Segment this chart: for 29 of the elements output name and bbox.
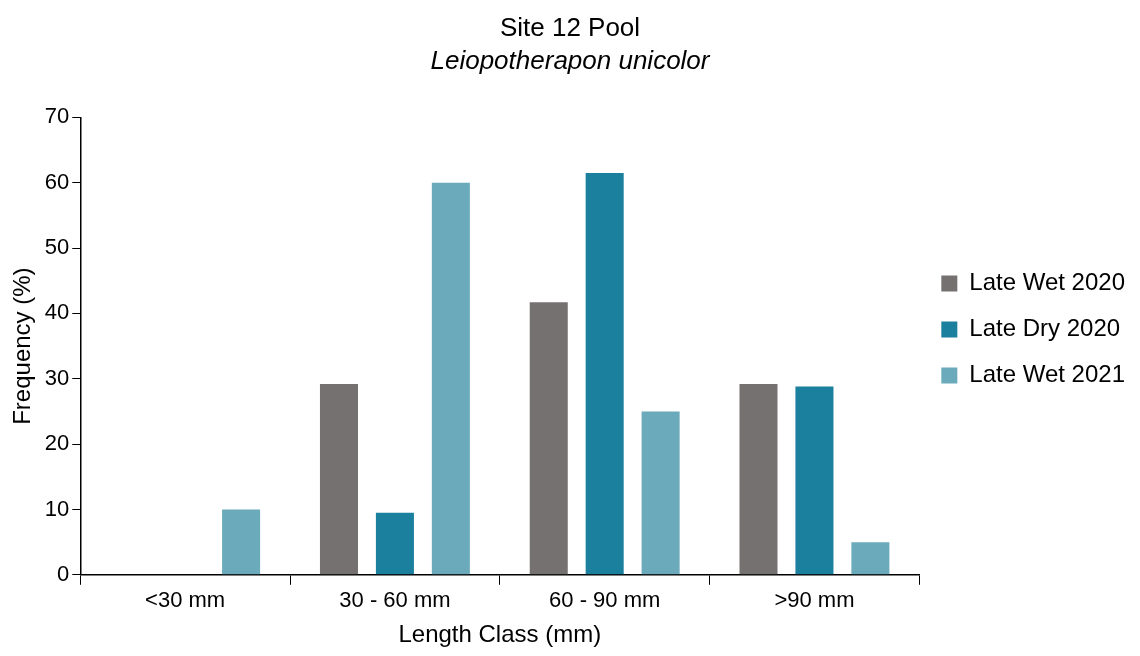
x-tick-label: <30 mm [145, 587, 226, 613]
y-tick-label: 30 [44, 364, 70, 390]
legend-label: Late Wet 2020 [969, 268, 1125, 296]
legend-label: Late Wet 2021 [969, 360, 1125, 388]
bar [431, 182, 470, 575]
x-tick-label: 30 - 60 mm [339, 587, 451, 613]
y-tick-label: 0 [57, 560, 70, 586]
legend-label: Late Dry 2020 [969, 314, 1121, 342]
x-tick-label: >90 mm [774, 587, 855, 613]
chart-title: Site 12 Pool [499, 11, 641, 42]
bar [319, 384, 358, 575]
bar [375, 512, 414, 575]
y-tick-label: 20 [44, 430, 70, 456]
bar [851, 542, 890, 575]
y-tick-label: 50 [44, 234, 70, 260]
chart-subtitle: Leiopotherapon unicolor [430, 45, 711, 76]
bar [222, 509, 261, 575]
y-tick-label: 10 [44, 495, 70, 521]
x-axis-title: Length Class (mm) [398, 620, 602, 648]
bar [795, 386, 834, 575]
bar [585, 172, 624, 575]
bar [641, 411, 680, 575]
y-axis-title: Frequency (%) [8, 267, 36, 425]
y-tick-label: 60 [44, 168, 70, 194]
bar [739, 384, 778, 575]
bar [529, 302, 568, 575]
y-tick-label: 70 [44, 103, 70, 129]
y-tick-label: 40 [44, 299, 70, 325]
x-tick-label: 60 - 90 mm [549, 587, 661, 613]
